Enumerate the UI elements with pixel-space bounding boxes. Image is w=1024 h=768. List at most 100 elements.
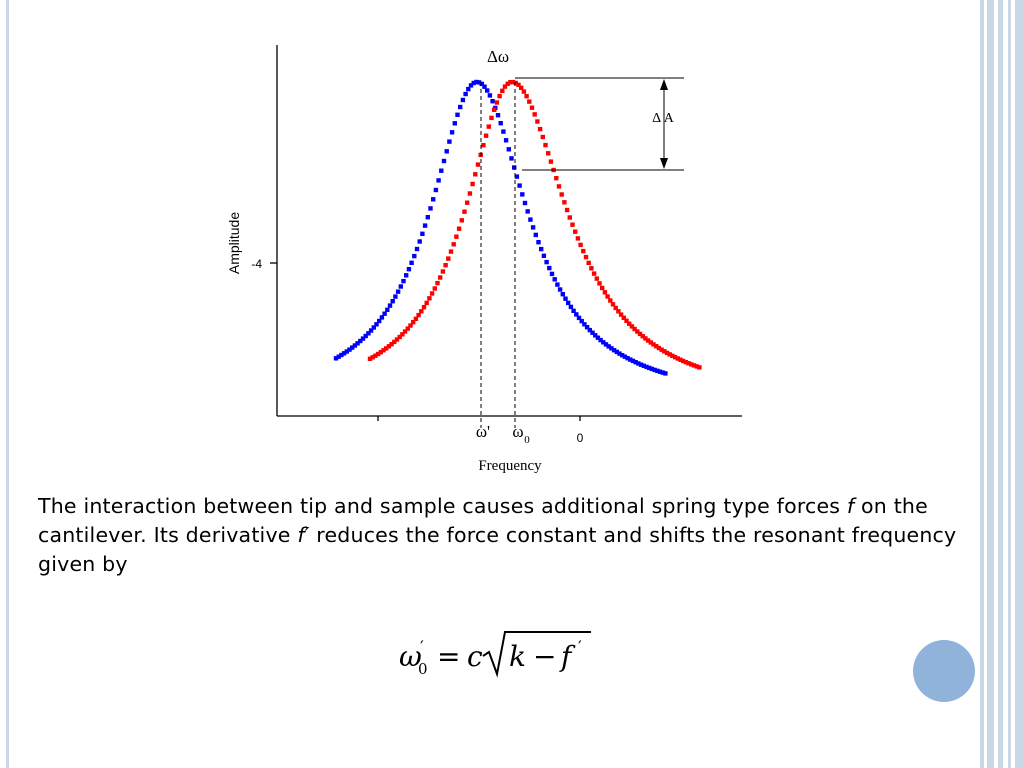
- red-data-point: [589, 266, 594, 271]
- blue-data-point: [474, 79, 479, 85]
- blue-data-point: [339, 352, 344, 358]
- red-data-point: [524, 94, 529, 99]
- red-data-point: [591, 271, 597, 276]
- blue-data-point: [598, 337, 603, 343]
- red-data-point: [537, 126, 543, 132]
- red-data-point: [562, 200, 567, 205]
- red-data-point: [424, 300, 429, 306]
- red-data-point: [610, 302, 616, 307]
- blue-data-point: [520, 192, 525, 197]
- blue-data-point: [347, 347, 352, 352]
- blue-data-point: [455, 112, 460, 117]
- red-data-point: [613, 305, 618, 311]
- blue-data-point: [425, 215, 430, 220]
- blue-data-point: [552, 277, 557, 282]
- red-data-point: [543, 142, 548, 148]
- blue-data-point: [611, 348, 617, 353]
- red-data-point: [440, 269, 446, 274]
- blue-data-point: [638, 362, 644, 367]
- blue-data-point: [417, 239, 422, 244]
- red-data-point: [594, 276, 599, 281]
- blue-data-point: [579, 318, 584, 324]
- arrow-up-icon: [660, 79, 668, 90]
- red-data-point: [497, 93, 502, 99]
- blue-data-point: [371, 325, 376, 330]
- red-data-point: [678, 357, 683, 362]
- red-data-point: [513, 80, 518, 86]
- caption-derivative-symbol: f′: [297, 523, 310, 547]
- red-data-point: [456, 226, 462, 231]
- blue-data-point: [495, 113, 501, 118]
- blue-data-point: [428, 206, 433, 211]
- formula-f: f: [559, 640, 576, 673]
- blue-data-point: [395, 289, 401, 294]
- red-data-point: [516, 82, 521, 88]
- blue-data-point: [412, 253, 417, 259]
- blue-data-point: [628, 357, 633, 362]
- blue-data-point: [652, 367, 657, 373]
- blue-data-point: [617, 351, 622, 356]
- blue-data-point: [636, 361, 641, 366]
- blue-data-point: [377, 318, 382, 324]
- red-data-point: [586, 260, 591, 266]
- red-data-point: [527, 99, 532, 104]
- red-data-point: [492, 107, 497, 112]
- red-data-point: [529, 105, 535, 110]
- red-data-point: [443, 263, 448, 268]
- red-data-point: [397, 334, 402, 340]
- red-data-point: [394, 337, 400, 342]
- blue-data-point: [517, 183, 522, 188]
- blue-data-point: [401, 278, 406, 284]
- red-data-point: [413, 316, 419, 321]
- red-data-point: [454, 234, 459, 239]
- blue-data-point: [647, 365, 652, 371]
- caption-text: reduces the force constant and shifts th…: [38, 523, 957, 576]
- red-data-point: [559, 192, 564, 197]
- blue-data-point: [633, 360, 638, 365]
- slide-left-border: [6, 0, 9, 768]
- red-data-point: [548, 159, 554, 164]
- red-data-point: [575, 236, 581, 241]
- blue-data-point: [379, 315, 385, 320]
- red-data-point: [502, 84, 508, 89]
- red-data-point: [483, 133, 489, 138]
- red-data-point: [546, 151, 551, 156]
- blue-data-point: [498, 121, 503, 126]
- red-data-point: [616, 309, 621, 314]
- red-data-point: [451, 242, 456, 247]
- omega-prime-tick-label: ω': [476, 422, 490, 441]
- red-data-point: [429, 291, 435, 296]
- red-data-point: [519, 85, 524, 90]
- red-data-point: [375, 351, 381, 357]
- red-data-point: [697, 365, 702, 370]
- red-data-point: [373, 353, 378, 358]
- blue-data-point: [374, 322, 379, 327]
- blue-data-point: [393, 294, 398, 299]
- blue-data-point: [482, 84, 487, 89]
- red-data-point: [640, 334, 645, 339]
- red-data-point: [554, 176, 559, 181]
- blue-data-point: [525, 209, 530, 214]
- blue-data-point: [557, 287, 563, 292]
- red-data-point: [648, 340, 653, 345]
- red-data-point: [465, 200, 470, 205]
- red-data-point: [662, 349, 667, 354]
- red-data-point: [508, 80, 513, 85]
- red-data-point: [573, 229, 578, 234]
- blue-data-point: [657, 369, 663, 374]
- blue-data-point: [547, 265, 552, 271]
- red-data-point: [635, 329, 640, 334]
- slide-nav-circle[interactable]: [913, 640, 975, 702]
- blue-data-point: [406, 267, 412, 272]
- red-data-point: [540, 134, 545, 140]
- red-data-point: [694, 364, 699, 369]
- red-data-point: [627, 321, 632, 326]
- blue-data-point: [541, 253, 547, 258]
- formula-omega-subscript: 0: [418, 660, 428, 678]
- red-data-point: [489, 115, 494, 121]
- blue-data-point: [536, 240, 541, 245]
- red-data-point: [400, 332, 405, 337]
- blue-data-point: [449, 130, 455, 135]
- blue-data-point: [431, 197, 436, 202]
